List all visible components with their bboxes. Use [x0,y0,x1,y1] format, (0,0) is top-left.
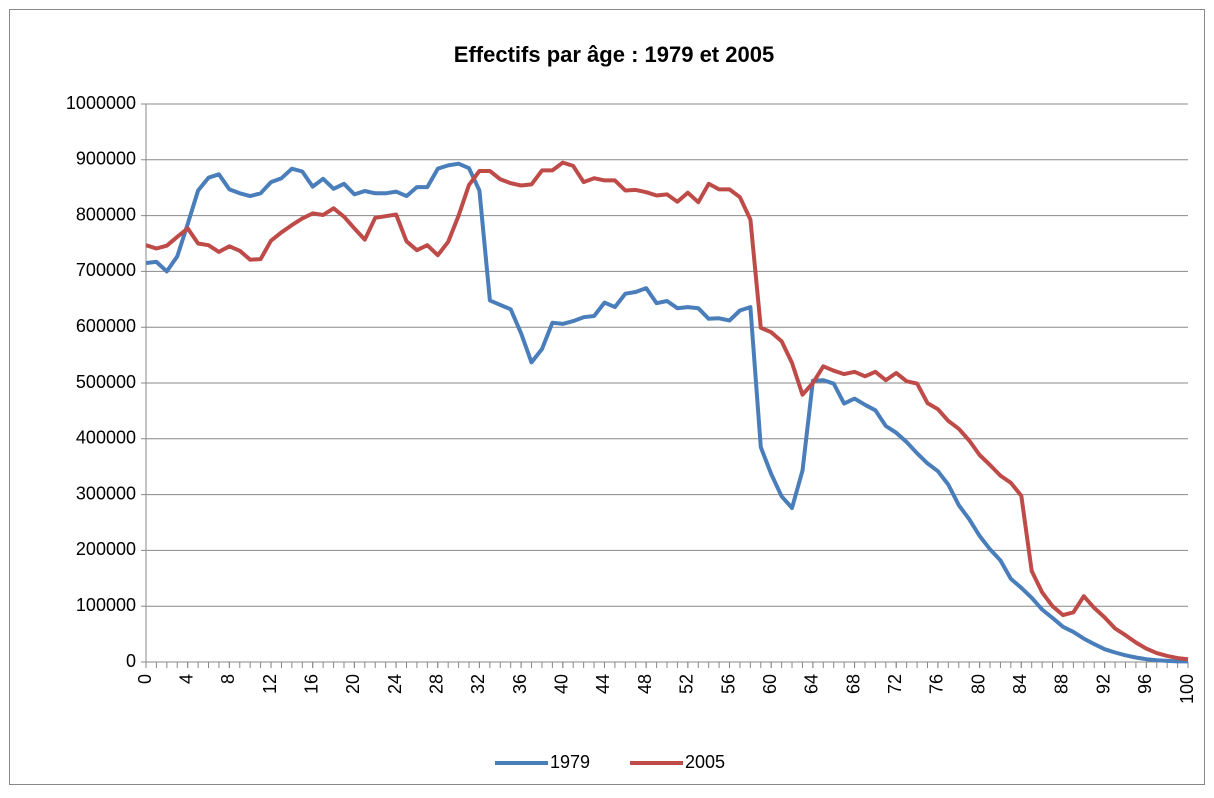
x-tick-label: 96 [1135,674,1155,694]
x-tick-label: 20 [343,674,363,694]
x-tick-label: 44 [593,674,613,694]
legend-label: 1979 [550,752,590,772]
y-tick-label: 300000 [76,483,136,503]
x-tick-label: 60 [760,674,780,694]
x-tick-label: 76 [927,674,947,694]
x-tick-label: 100 [1177,674,1197,704]
x-tick-label: 88 [1052,674,1072,694]
x-tick-label: 40 [552,674,572,694]
y-tick-label: 1000000 [66,93,136,113]
series-line [145,161,1188,664]
y-tick-label: 500000 [76,372,136,392]
x-tick-label: 0 [135,674,155,684]
x-tick-label: 84 [1010,674,1030,694]
x-tick-label: 32 [468,674,488,694]
x-tick-label: 36 [510,674,530,694]
y-tick-label: 800000 [76,204,136,224]
x-tick-label: 16 [301,674,321,694]
x-tick-label: 56 [718,674,738,694]
x-tick-label: 80 [968,674,988,694]
y-tick-label: 400000 [76,428,136,448]
y-tick-label: 100000 [76,595,136,615]
y-tick-label: 200000 [76,539,136,559]
x-tick-label: 92 [1093,674,1113,694]
x-tick-label: 4 [176,674,196,684]
y-tick-label: 0 [126,651,136,671]
legend-label: 2005 [685,752,725,772]
x-tick-label: 24 [385,674,405,694]
y-tick-label: 900000 [76,149,136,169]
x-tick-label: 64 [802,674,822,694]
series-line [145,160,1189,662]
x-tick-label: 52 [677,674,697,694]
chart-title: Effectifs par âge : 1979 et 2005 [454,42,774,67]
chart-border [9,9,1205,785]
x-tick-label: 72 [885,674,905,694]
y-tick-label: 700000 [76,260,136,280]
y-tick-label: 600000 [76,316,136,336]
x-tick-label: 48 [635,674,655,694]
x-tick-label: 12 [260,674,280,694]
x-tick-label: 8 [218,674,238,684]
x-tick-label: 68 [843,674,863,694]
x-tick-label: 28 [427,674,447,694]
